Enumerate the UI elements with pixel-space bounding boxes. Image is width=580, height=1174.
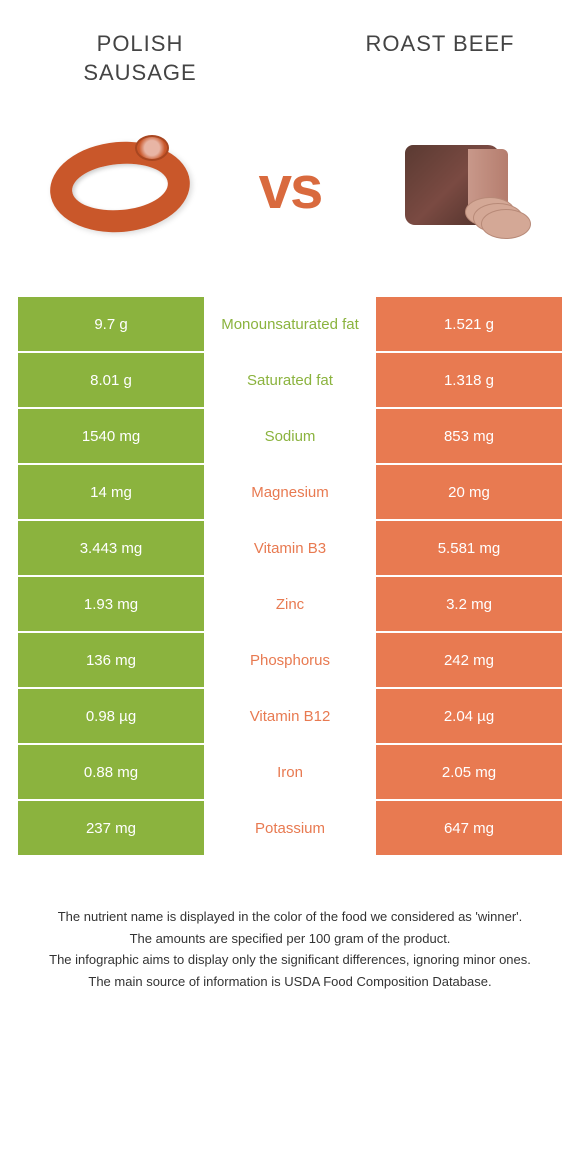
value-right: 3.2 mg	[374, 577, 562, 631]
value-left: 0.88 mg	[18, 745, 206, 799]
value-right: 647 mg	[374, 801, 562, 855]
nutrient-label: Potassium	[206, 801, 374, 855]
table-row: 0.98 µgVitamin B122.04 µg	[18, 689, 562, 743]
value-left: 237 mg	[18, 801, 206, 855]
value-left: 1540 mg	[18, 409, 206, 463]
table-row: 3.443 mgVitamin B35.581 mg	[18, 521, 562, 575]
value-left: 8.01 g	[18, 353, 206, 407]
table-row: 8.01 gSaturated fat1.318 g	[18, 353, 562, 407]
sausage-icon	[40, 127, 200, 247]
value-left: 9.7 g	[18, 297, 206, 351]
comparison-table: 9.7 gMonounsaturated fat1.521 g8.01 gSat…	[0, 297, 580, 855]
food-image-left	[30, 117, 210, 257]
nutrient-label: Phosphorus	[206, 633, 374, 687]
value-left: 136 mg	[18, 633, 206, 687]
nutrient-label: Sodium	[206, 409, 374, 463]
value-left: 14 mg	[18, 465, 206, 519]
footer-notes: The nutrient name is displayed in the co…	[0, 857, 580, 991]
food-image-right	[370, 117, 550, 257]
value-left: 1.93 mg	[18, 577, 206, 631]
nutrient-label: Vitamin B12	[206, 689, 374, 743]
nutrient-label: Saturated fat	[206, 353, 374, 407]
nutrient-label: Monounsaturated fat	[206, 297, 374, 351]
footer-line: The amounts are specified per 100 gram o…	[30, 929, 550, 949]
value-right: 2.04 µg	[374, 689, 562, 743]
value-right: 1.318 g	[374, 353, 562, 407]
value-right: 20 mg	[374, 465, 562, 519]
nutrient-label: Iron	[206, 745, 374, 799]
value-left: 3.443 mg	[18, 521, 206, 575]
header: Polish sausage Roast beef	[0, 0, 580, 97]
value-right: 2.05 mg	[374, 745, 562, 799]
value-right: 1.521 g	[374, 297, 562, 351]
food-title-left: Polish sausage	[50, 30, 230, 87]
vs-section: vs	[0, 97, 580, 297]
nutrient-label: Magnesium	[206, 465, 374, 519]
value-right: 242 mg	[374, 633, 562, 687]
value-right: 5.581 mg	[374, 521, 562, 575]
table-row: 1540 mgSodium853 mg	[18, 409, 562, 463]
value-left: 0.98 µg	[18, 689, 206, 743]
table-row: 14 mgMagnesium20 mg	[18, 465, 562, 519]
value-right: 853 mg	[374, 409, 562, 463]
table-row: 237 mgPotassium647 mg	[18, 801, 562, 855]
roastbeef-icon	[380, 127, 540, 247]
nutrient-label: Vitamin B3	[206, 521, 374, 575]
footer-line: The nutrient name is displayed in the co…	[30, 907, 550, 927]
table-row: 136 mgPhosphorus242 mg	[18, 633, 562, 687]
vs-label: vs	[259, 153, 322, 222]
table-row: 9.7 gMonounsaturated fat1.521 g	[18, 297, 562, 351]
food-title-right: Roast beef	[350, 30, 530, 87]
footer-line: The infographic aims to display only the…	[30, 950, 550, 970]
table-row: 0.88 mgIron2.05 mg	[18, 745, 562, 799]
table-row: 1.93 mgZinc3.2 mg	[18, 577, 562, 631]
nutrient-label: Zinc	[206, 577, 374, 631]
footer-line: The main source of information is USDA F…	[30, 972, 550, 992]
